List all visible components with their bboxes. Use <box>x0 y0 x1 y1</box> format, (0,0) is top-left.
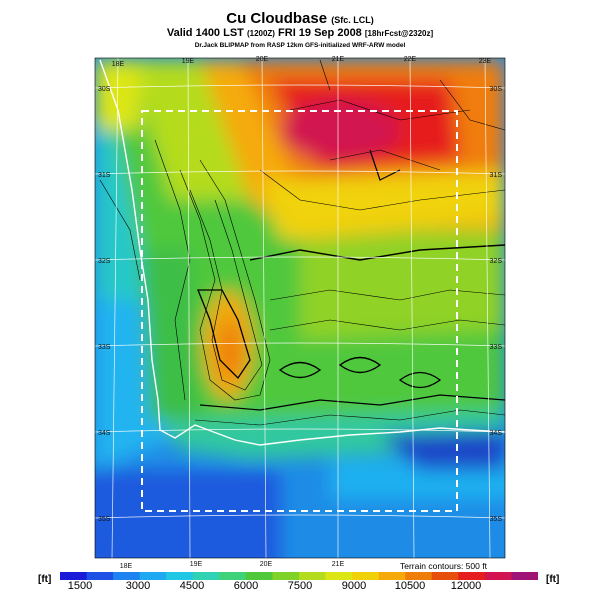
lon-label: 20E <box>256 56 269 63</box>
lat-label: 30S <box>490 86 503 93</box>
lat-labels-right: 30S 31S 32S 33S 34S 35S <box>490 86 503 523</box>
colorbar-tick: 9000 <box>341 580 367 592</box>
lon-labels-top: 18E 19E 20E 21E 22E 23E <box>112 56 492 68</box>
title-suffix: (Sfc. LCL) <box>331 15 374 25</box>
colorbar-swatch <box>192 572 220 580</box>
lat-label: 31S <box>490 172 503 179</box>
colorbar-swatch <box>325 572 353 580</box>
lat-label: 35S <box>98 516 111 523</box>
valid-main: Valid 1400 LST <box>166 27 244 39</box>
coastline <box>99 59 505 446</box>
valid-time-line: Valid 1400 LST (1200Z) FRI 19 Sep 2008 [… <box>0 27 600 39</box>
map-title: Cu Cloudbase (Sfc. LCL) <box>0 10 600 27</box>
lon-label: 19E <box>190 561 203 568</box>
lat-lon-grid <box>95 58 505 558</box>
map-border <box>94 57 506 559</box>
lat-label: 33S <box>490 344 503 351</box>
lon-label: 21E <box>332 56 345 63</box>
lon-label: 23E <box>479 58 492 65</box>
lat-labels-left: 30S 31S 32S 33S 34S 35S <box>98 86 111 523</box>
colorbar-swatch <box>166 572 194 580</box>
lat-label: 32S <box>98 258 111 265</box>
colorbar-tick: 12000 <box>450 580 482 592</box>
lat-label: 34S <box>98 430 111 437</box>
colorbar-swatch <box>245 572 273 580</box>
forecast-info: [18hrFcst@2320z] <box>364 29 434 38</box>
title-text: Cu Cloudbase <box>226 10 328 27</box>
lon-label: 18E <box>112 61 125 68</box>
colorbar-swatch <box>272 572 300 580</box>
colorbar-swatch <box>86 572 114 580</box>
colorbar-swatch <box>219 572 247 580</box>
colorbar-swatch <box>60 572 88 580</box>
colorbar-swatch <box>484 572 512 580</box>
colorbar-tick: 1500 <box>67 580 93 592</box>
terrain-contours <box>99 59 505 426</box>
colorbar-tick: 10500 <box>394 580 426 592</box>
lat-label: 30S <box>98 86 111 93</box>
terrain-contour-note: Terrain contours: 500 ft <box>400 561 487 571</box>
colorbar-swatch <box>511 572 538 580</box>
lat-label: 34S <box>490 430 503 437</box>
colorbar-unit-right: [ft] <box>546 574 560 585</box>
lon-label: 20E <box>260 561 273 568</box>
colorbar <box>60 572 538 580</box>
lat-label: 33S <box>98 344 111 351</box>
colorbar-swatch <box>431 572 459 580</box>
lon-labels-bottom: 18E 19E 20E 21E <box>120 561 345 570</box>
colorbar-tick: 6000 <box>233 580 259 592</box>
cloudbase-field <box>95 60 505 558</box>
colorbar-swatch <box>139 572 167 580</box>
lat-label: 31S <box>98 172 111 179</box>
lat-label: 32S <box>490 258 503 265</box>
colorbar-unit-left: [ft] <box>38 574 52 585</box>
colorbar-swatch <box>352 572 380 580</box>
lat-label: 35S <box>490 516 503 523</box>
colorbar-swatch <box>458 572 486 580</box>
inner-domain-box <box>141 110 458 512</box>
colorbar-tick: 7500 <box>287 580 313 592</box>
lon-label: 22E <box>404 56 417 63</box>
colorbar-swatch <box>405 572 433 580</box>
colorbar-tick: 4500 <box>179 580 205 592</box>
model-line: Dr.Jack BLIPMAP from RASP 12km GFS-initi… <box>194 42 406 49</box>
valid-date: FRI 19 Sep 2008 <box>278 27 362 39</box>
colorbar-swatch <box>113 572 141 580</box>
lon-label: 18E <box>120 563 133 570</box>
valid-utc: (1200Z) <box>246 29 275 38</box>
colorbar-swatch <box>299 572 327 580</box>
colorbar-tick: 3000 <box>125 580 151 592</box>
lon-label: 21E <box>332 561 345 568</box>
lon-label: 19E <box>182 58 195 65</box>
colorbar-swatch <box>378 572 406 580</box>
